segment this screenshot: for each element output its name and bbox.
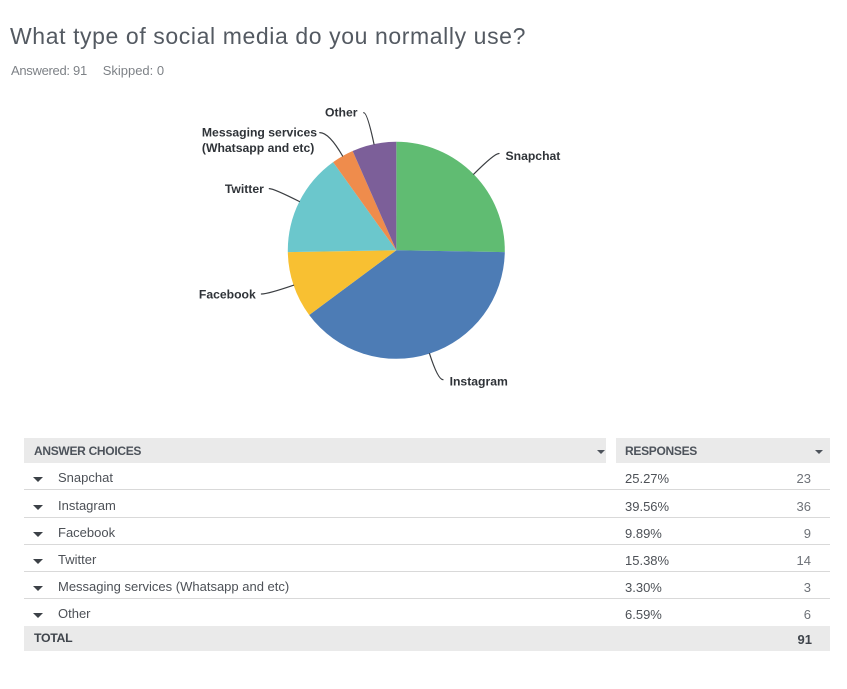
svg-text:Instagram: Instagram xyxy=(450,375,508,389)
svg-text:Twitter: Twitter xyxy=(225,182,264,196)
svg-text:Other: Other xyxy=(325,106,358,120)
svg-text:(Whatsapp and etc): (Whatsapp and etc) xyxy=(202,141,314,155)
svg-text:Messaging services: Messaging services xyxy=(202,126,317,140)
svg-text:Snapchat: Snapchat xyxy=(506,149,561,163)
svg-text:Facebook: Facebook xyxy=(199,287,256,301)
